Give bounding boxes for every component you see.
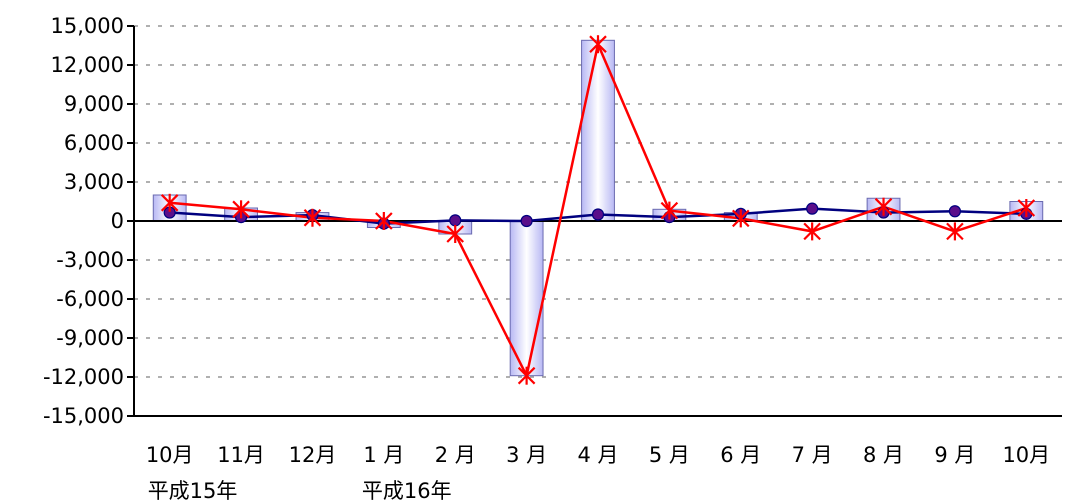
y-tick-label: 0 bbox=[111, 209, 124, 233]
x-tick-label: 11月 bbox=[217, 443, 265, 467]
star-marker bbox=[874, 197, 893, 216]
y-tick-label: 12,000 bbox=[51, 53, 124, 77]
star-marker bbox=[160, 193, 179, 212]
y-tick-label: 3,000 bbox=[64, 170, 124, 194]
x-tick-label: 3 月 bbox=[506, 443, 547, 467]
x-tick-label: 8 月 bbox=[863, 443, 904, 467]
x-tick-label: 5 月 bbox=[649, 443, 690, 467]
star-marker bbox=[303, 208, 322, 227]
y-tick-label: -3,000 bbox=[56, 248, 124, 272]
x-tick-label: 12月 bbox=[289, 443, 337, 467]
x-tick-label: 6 月 bbox=[720, 443, 761, 467]
axes bbox=[127, 25, 1062, 417]
bar-series bbox=[152, 39, 1044, 377]
y-tick-label: -15,000 bbox=[43, 404, 124, 428]
bar bbox=[581, 39, 615, 222]
star-marker bbox=[660, 201, 679, 220]
y-tick-label: -9,000 bbox=[56, 326, 124, 350]
x-tick-label: 4 月 bbox=[577, 443, 618, 467]
y-tick-label: -12,000 bbox=[43, 365, 124, 389]
y-tick-labels: 15,000 12,000 9,000 6,000 3,000 0 -3,000 -6,000… bbox=[43, 14, 124, 428]
year-label: 平成16年 bbox=[362, 479, 452, 503]
star-marker bbox=[803, 222, 821, 241]
x-tick-label: 2 月 bbox=[435, 443, 476, 467]
star-marker bbox=[375, 212, 393, 230]
x-tick-label: 1 月 bbox=[363, 443, 404, 467]
circle-marker bbox=[806, 202, 819, 215]
x-tick-label: 10月 bbox=[1002, 443, 1050, 467]
x-tick-label: 7 月 bbox=[792, 443, 833, 467]
y-tick-label: 15,000 bbox=[51, 14, 124, 38]
circle-marker bbox=[449, 214, 462, 227]
y-tick-label: 9,000 bbox=[64, 92, 124, 116]
star-marker bbox=[232, 200, 250, 219]
circle-marker bbox=[948, 205, 962, 218]
year-label: 平成15年 bbox=[148, 479, 238, 503]
x-tick-label: 9 月 bbox=[934, 443, 975, 467]
star-marker bbox=[1017, 199, 1036, 217]
circle-marker bbox=[520, 214, 533, 228]
star-marker bbox=[946, 222, 964, 241]
x-tick-label: 10月 bbox=[146, 443, 194, 467]
star-marker bbox=[731, 209, 750, 228]
star-marker bbox=[517, 366, 536, 385]
star-marker bbox=[446, 225, 465, 243]
circle-marker bbox=[591, 208, 605, 221]
y-tick-label: -6,000 bbox=[56, 287, 124, 311]
x-tick-labels: 10月 11月 12月 1 月 2 月 3 月 4 月 5 月 6 月 7 月 8 月 9 月 10月平… bbox=[146, 443, 1050, 503]
star-marker bbox=[589, 35, 607, 54]
line-series bbox=[160, 35, 1036, 385]
y-tick-label: 6,000 bbox=[64, 131, 124, 155]
